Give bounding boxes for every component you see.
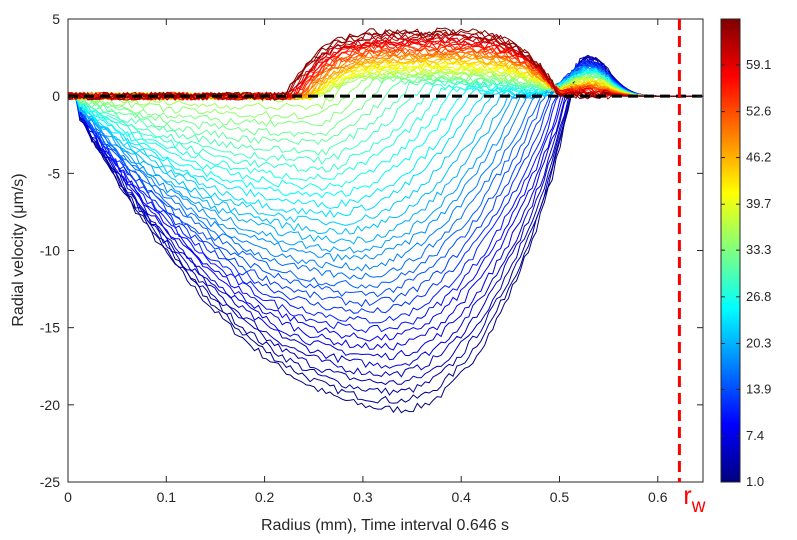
axis-ticks: 0 0.1 0.2 0.3 0.4 0.5 0.6 5 0 -5 -10 -15 -20 -25 (40, 11, 703, 505)
velocity-series-line (68, 74, 703, 138)
colorbar-ticks: 1.0 7.4 13.9 20.3 26.8 33.3 39.7 46.2 52.6 59.1 (721, 57, 771, 489)
colorbar-tick-label: 7.4 (746, 428, 764, 443)
velocity-series-line (68, 62, 703, 351)
x-tick-label: 0 (64, 489, 72, 505)
x-tick-label: 0.5 (550, 489, 570, 505)
colorbar-tick-label: 20.3 (746, 335, 771, 350)
colorbar-tick-label: 39.7 (746, 196, 771, 211)
colorbar-tick-label: 33.3 (746, 242, 771, 257)
colorbar-tick-label: 26.8 (746, 289, 771, 304)
x-tick-label: 0.6 (648, 489, 668, 505)
y-tick-label: -5 (48, 165, 61, 181)
velocity-series-line (68, 58, 703, 361)
colorbar-tick-label: 13.9 (746, 381, 771, 396)
x-tick-label: 0.1 (157, 489, 177, 505)
x-axis-label: Radius (mm), Time interval 0.646 s (261, 517, 509, 534)
colorbar-tick-label: 1.0 (746, 474, 764, 489)
velocity-series-line (68, 44, 703, 101)
rw-marker-label: rw (683, 482, 705, 517)
velocity-series-line (68, 73, 703, 146)
velocity-series-line (68, 55, 703, 386)
velocity-series-line (68, 71, 703, 173)
series-layer (68, 27, 703, 414)
y-tick-label: -25 (40, 474, 60, 490)
x-tick-label: 0.2 (255, 489, 275, 505)
y-tick-label: -20 (40, 397, 60, 413)
velocity-series-line (68, 67, 703, 227)
velocity-series-line (68, 73, 703, 128)
y-tick-label: -15 (40, 320, 60, 336)
colorbar-tick-label: 46.2 (746, 150, 771, 165)
colorbar-tick-label: 52.6 (746, 104, 771, 119)
x-tick-label: 0.3 (353, 489, 373, 505)
velocity-series-line (68, 63, 703, 314)
y-tick-label: -10 (40, 243, 60, 259)
velocity-series-line (68, 70, 703, 182)
y-tick-label: 0 (52, 88, 60, 104)
velocity-series-line (68, 61, 703, 308)
colorbar-tick-label: 59.1 (746, 57, 771, 72)
x-tick-label: 0.4 (451, 489, 471, 505)
y-tick-label: 5 (52, 11, 60, 27)
velocity-series-line (68, 56, 703, 414)
y-axis-label: Radial velocity (μm/s) (10, 173, 27, 326)
